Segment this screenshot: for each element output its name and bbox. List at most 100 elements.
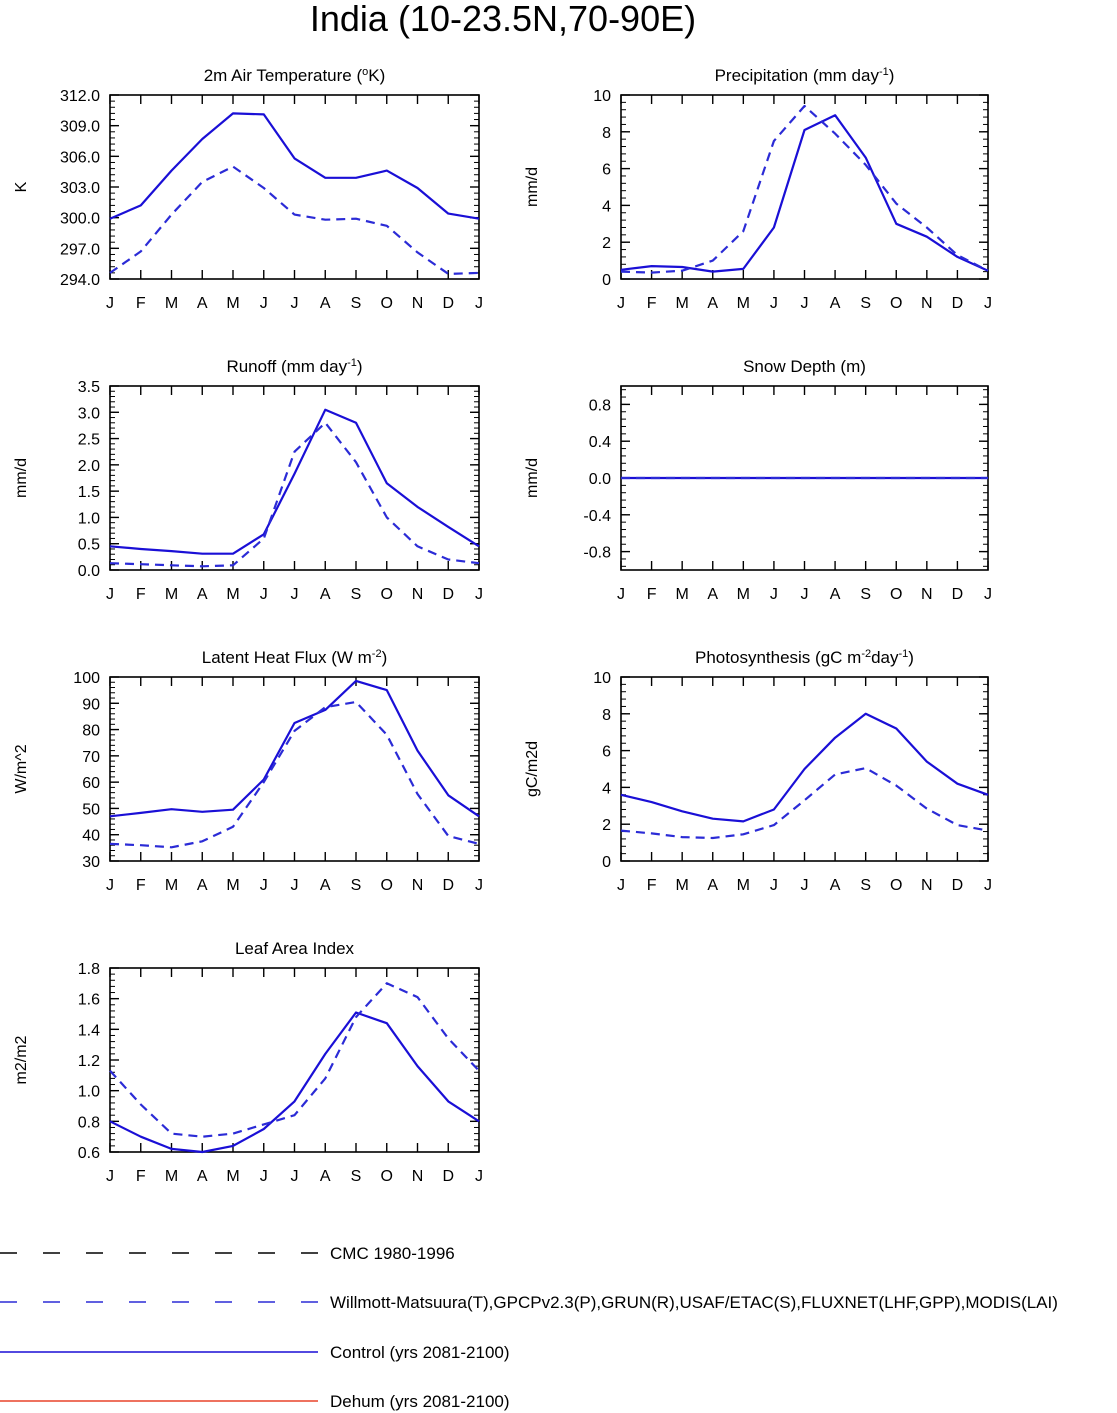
y-tick-label: 0.5 (78, 537, 100, 554)
x-tick-label: S (860, 586, 871, 603)
x-tick-label: J (260, 877, 268, 894)
y-tick-label: -0.4 (583, 508, 611, 525)
y-axis-label: mm/d (524, 458, 541, 498)
x-tick-label: J (260, 295, 268, 312)
x-tick-label: O (890, 586, 902, 603)
y-tick-label: 297.0 (60, 241, 100, 258)
y-tick-label: 90 (82, 696, 100, 713)
y-tick-label: 0.0 (78, 563, 100, 580)
legend-item: Dehum (yrs 2081-2100) (0, 1392, 510, 1411)
x-tick-label: O (381, 295, 393, 312)
x-tick-label: M (226, 586, 239, 603)
x-tick-label: A (707, 295, 718, 312)
legend-label: Willmott-Matsuura(T),GPCPv2.3(P),GRUN(R)… (330, 1293, 1058, 1312)
plot-frame (109, 676, 480, 862)
y-tick-label: 0.8 (589, 397, 611, 414)
x-tick-label: A (707, 877, 718, 894)
x-tick-label: J (106, 877, 114, 894)
x-tick-label: M (165, 1168, 178, 1185)
chart-panel: J F M A M J J A S O N D J 0.6 0.8 1.0 1.2 1.4 1.6 1.8 Leaf A… (13, 939, 483, 1185)
x-tick-label: N (921, 295, 933, 312)
y-tick-label: 2 (602, 817, 611, 834)
y-tick-label: 40 (82, 828, 100, 845)
y-tick-label: 100 (73, 670, 100, 687)
y-tick-label: 2 (602, 235, 611, 252)
x-tick-label: O (381, 877, 393, 894)
panels: J F M A M J J A S O N D J294.0297.0300.0303.0306.030… (13, 66, 992, 1185)
x-tick-label: N (412, 877, 424, 894)
y-tick-label: 10 (593, 88, 611, 105)
y-tick-label: 0.6 (78, 1145, 100, 1162)
x-tick-label: N (412, 295, 424, 312)
x-tick-label: J (291, 1168, 299, 1185)
plot-frame (109, 94, 480, 280)
x-tick-label: M (165, 586, 178, 603)
x-tick-label: J (617, 586, 625, 603)
y-tick-label: 10 (593, 670, 611, 687)
title-text: ) (908, 648, 914, 667)
y-tick-label: 1.8 (78, 961, 100, 978)
legend-item: Control (yrs 2081-2100) (0, 1343, 510, 1362)
y-tick-label: 4 (602, 198, 611, 215)
y-tick-label: 4 (602, 780, 611, 797)
x-tick-label: F (647, 877, 657, 894)
title-text: ) (357, 357, 363, 376)
x-tick-label: D (442, 586, 454, 603)
x-tick-label: M (737, 586, 750, 603)
y-tick-label: 1.5 (78, 484, 100, 501)
series-line-control (620, 114, 989, 273)
y-tick-label: 3.5 (78, 379, 100, 396)
x-tick-label: O (381, 1168, 393, 1185)
title-text: Runoff (mm day (226, 357, 347, 376)
title-text: K) (368, 66, 385, 85)
y-tick-label: 1.0 (78, 510, 100, 527)
series-line-control (620, 712, 989, 823)
legend: CMC 1980-1996 Willmott-Matsuura(T),GPCPv2… (0, 1244, 1058, 1411)
x-tick-label: J (617, 877, 625, 894)
chart-title: Snow Depth (m) (743, 357, 866, 376)
x-tick-label: J (801, 586, 809, 603)
x-tick-label: F (647, 586, 657, 603)
x-tick-label: M (676, 877, 689, 894)
x-tick-label: J (801, 877, 809, 894)
y-tick-label: 2.5 (78, 432, 100, 449)
x-tick-label: J (770, 295, 778, 312)
x-tick-label: S (860, 295, 871, 312)
x-tick-label: A (320, 295, 331, 312)
plot-frame (109, 385, 480, 571)
title-text: Photosynthesis (gC m (695, 648, 861, 667)
y-tick-label: 8 (602, 125, 611, 142)
y-axis-label: gC/m2d (524, 741, 541, 797)
x-tick-label: J (770, 586, 778, 603)
x-tick-label: N (921, 877, 933, 894)
chart-title: Latent Heat Flux (W m-2) (202, 648, 388, 667)
x-tick-label: S (860, 877, 871, 894)
x-tick-label: J (475, 295, 483, 312)
plot-frame (109, 967, 480, 1153)
series-line-observed (109, 165, 480, 275)
title-text: ) (889, 66, 895, 85)
x-tick-label: J (291, 586, 299, 603)
y-tick-label: 1.0 (78, 1084, 100, 1101)
series-line-control (109, 112, 480, 220)
x-tick-label: F (647, 295, 657, 312)
chart-panel: J F M A M J J A S O N D J -0.8 -0.4 0.0 0.4 0.8 Snow Depth… (524, 357, 992, 603)
x-tick-label: M (226, 1168, 239, 1185)
x-tick-label: F (136, 295, 146, 312)
legend-label: Control (yrs 2081-2100) (330, 1343, 510, 1362)
y-tick-label: 3.0 (78, 405, 100, 422)
superscript: -2 (861, 648, 871, 660)
x-tick-label: M (676, 586, 689, 603)
series-line-control (109, 408, 480, 555)
x-tick-label: S (351, 295, 362, 312)
x-tick-label: O (890, 295, 902, 312)
title-text: Snow Depth (m) (743, 357, 866, 376)
y-tick-label: 0.0 (589, 471, 611, 488)
x-tick-label: J (984, 586, 992, 603)
y-axis-label: mm/d (524, 167, 541, 207)
y-tick-label: 1.4 (78, 1022, 100, 1039)
x-tick-label: J (801, 295, 809, 312)
x-tick-label: D (442, 1168, 454, 1185)
